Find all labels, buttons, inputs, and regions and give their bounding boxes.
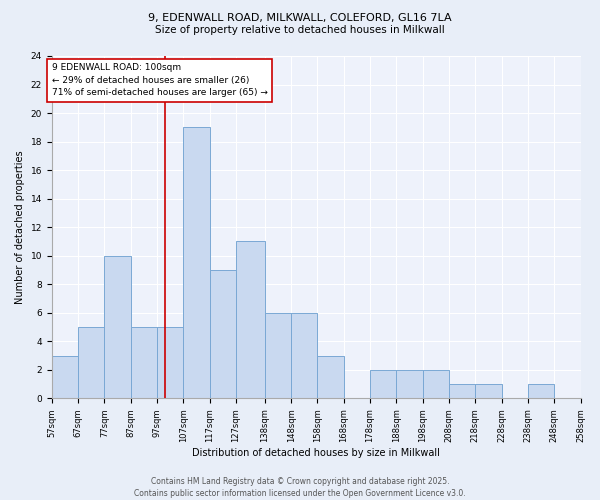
Bar	[528, 384, 554, 398]
Y-axis label: Number of detached properties: Number of detached properties	[15, 150, 25, 304]
Bar	[184, 128, 209, 398]
Bar	[52, 356, 78, 399]
X-axis label: Distribution of detached houses by size in Milkwall: Distribution of detached houses by size …	[192, 448, 440, 458]
Bar	[104, 256, 131, 398]
Text: 9, EDENWALL ROAD, MILKWALL, COLEFORD, GL16 7LA: 9, EDENWALL ROAD, MILKWALL, COLEFORD, GL…	[148, 12, 452, 22]
Bar	[131, 327, 157, 398]
Bar	[291, 313, 317, 398]
Bar	[370, 370, 397, 398]
Bar	[449, 384, 475, 398]
Text: Size of property relative to detached houses in Milkwall: Size of property relative to detached ho…	[155, 25, 445, 35]
Bar	[422, 370, 449, 398]
Bar	[475, 384, 502, 398]
Bar	[209, 270, 236, 398]
Bar	[397, 370, 422, 398]
Text: Contains HM Land Registry data © Crown copyright and database right 2025.
Contai: Contains HM Land Registry data © Crown c…	[134, 476, 466, 498]
Bar	[317, 356, 344, 399]
Bar	[265, 313, 291, 398]
Bar	[236, 242, 265, 398]
Text: 9 EDENWALL ROAD: 100sqm
← 29% of detached houses are smaller (26)
71% of semi-de: 9 EDENWALL ROAD: 100sqm ← 29% of detache…	[52, 63, 268, 97]
Bar	[157, 327, 184, 398]
Bar	[78, 327, 104, 398]
